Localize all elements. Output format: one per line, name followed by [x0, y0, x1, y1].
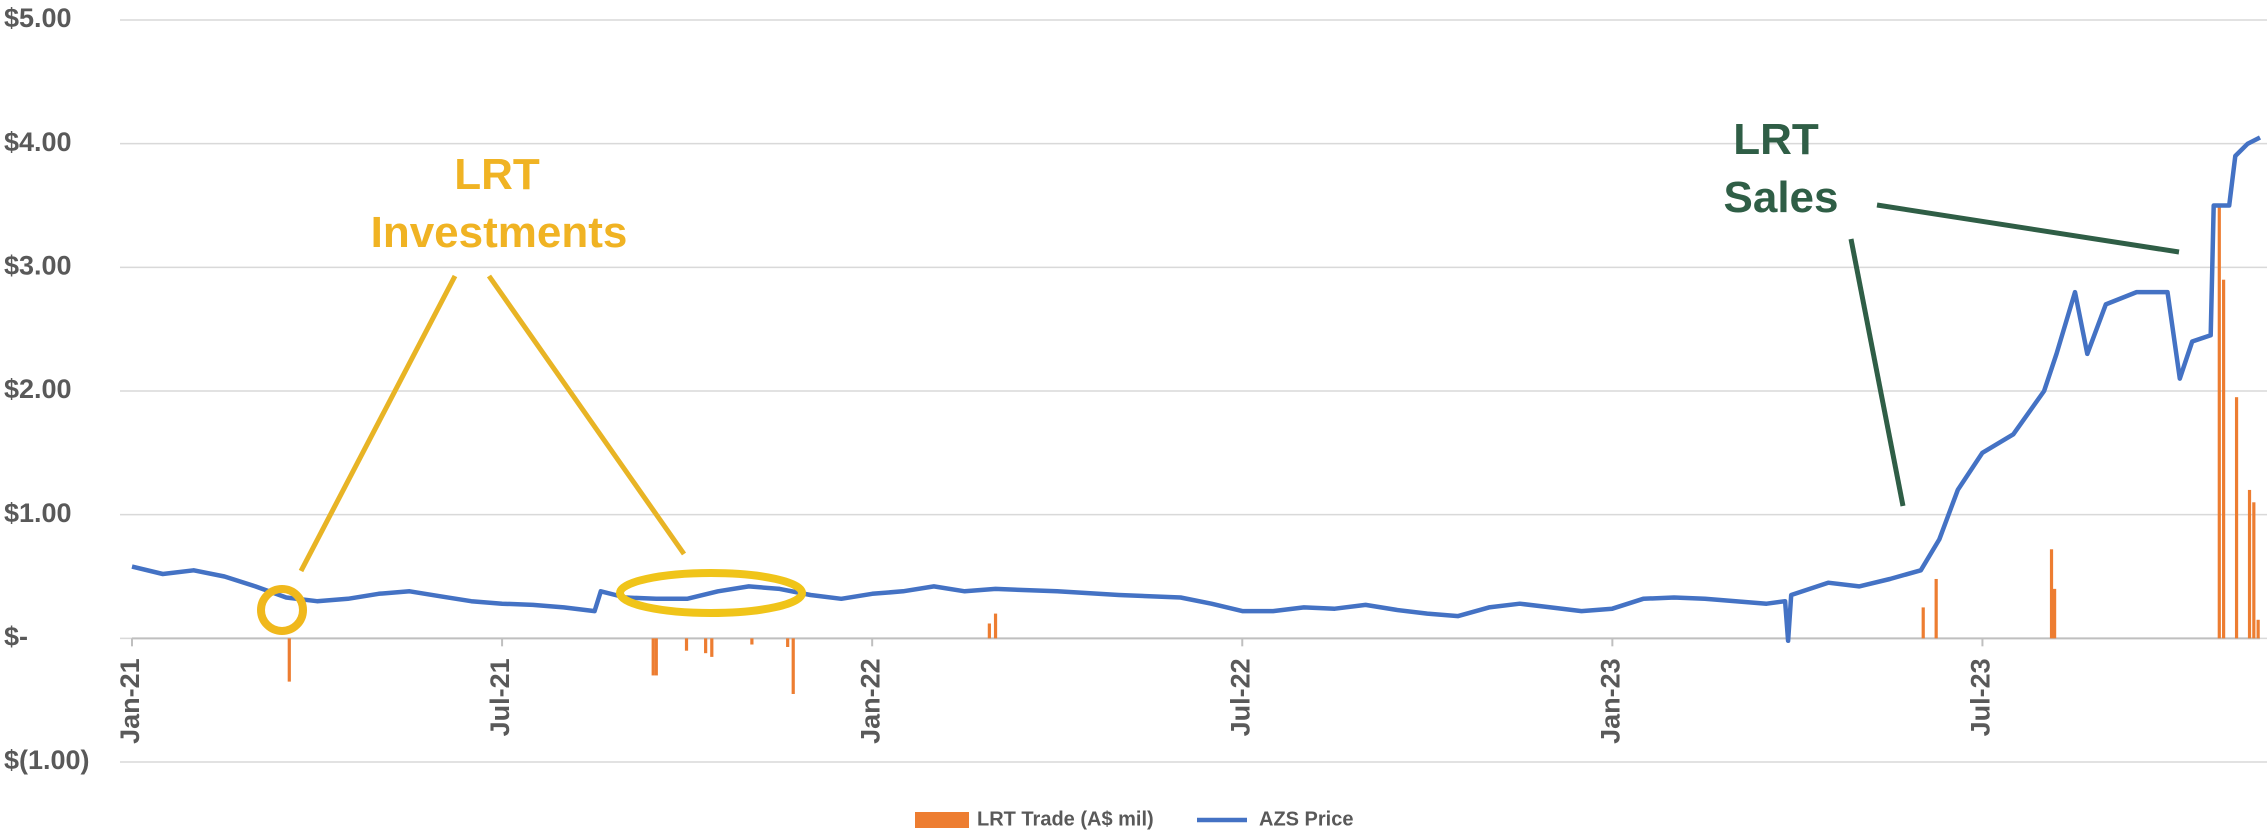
bar	[2234, 397, 2239, 639]
x-tick-label: Jan-22	[855, 658, 885, 744]
annotation-text: LRT	[454, 150, 540, 199]
y-tick-label: $3.00	[4, 250, 72, 280]
y-tick-label: $2.00	[4, 374, 72, 404]
bar	[987, 623, 991, 639]
bar	[2049, 549, 2054, 639]
x-tick-label: Jan-23	[1595, 658, 1625, 744]
callout-line	[1876, 202, 2180, 255]
callout-circle	[257, 585, 307, 635]
bar	[654, 638, 658, 676]
bar	[2217, 205, 2221, 639]
callout-line	[298, 274, 458, 573]
annotation-text: Sales	[1724, 173, 1839, 222]
bar	[2247, 489, 2252, 639]
annotation-text: Investments	[371, 208, 628, 257]
bar	[791, 638, 795, 694]
bar	[786, 638, 790, 647]
bar	[2252, 502, 2256, 639]
bar	[287, 638, 291, 682]
legend-swatch	[915, 812, 969, 828]
bar	[750, 638, 754, 645]
bar	[2053, 588, 2057, 639]
lines	[131, 135, 2262, 644]
bar	[710, 638, 714, 657]
callout-ellipse	[616, 569, 806, 617]
bars	[287, 205, 2260, 694]
x-tick-label: Jul-22	[1225, 658, 1255, 736]
callout-line	[486, 274, 687, 556]
bar	[684, 638, 689, 651]
investments-callout: LRT Investments	[257, 150, 806, 635]
y-tick-label: $5.00	[4, 3, 72, 33]
legend: LRT Trade (A$ mil) AZS Price	[915, 808, 1353, 830]
bar	[2256, 619, 2260, 639]
y-tick-label: $1.00	[4, 498, 72, 528]
legend-label: AZS Price	[1259, 808, 1353, 830]
annotation-text: LRT	[1733, 115, 1819, 164]
bar	[1921, 607, 1925, 639]
bar	[651, 638, 655, 676]
y-tick-label: $4.00	[4, 127, 72, 157]
bar	[2222, 279, 2226, 639]
tick-labels: $(1.00) $- $1.00 $2.00 $3.00 $4.00 $5.00 Jan-21…	[4, 3, 1996, 775]
y-tick-label: $(1.00)	[4, 745, 90, 775]
x-tick-label: Jul-21	[485, 658, 515, 736]
price-line	[131, 135, 2262, 644]
y-tick-label: $-	[4, 621, 28, 651]
bar	[704, 638, 708, 654]
sales-callout: LRT Sales	[1724, 115, 2180, 507]
bar	[1934, 578, 1938, 639]
x-tick-label: Jul-23	[1966, 658, 1996, 736]
callout-line	[1848, 238, 1906, 507]
grid	[120, 19, 2267, 763]
legend-label: LRT Trade (A$ mil)	[977, 808, 1154, 830]
bar	[993, 613, 998, 639]
x-tick-label: Jan-21	[115, 658, 145, 744]
